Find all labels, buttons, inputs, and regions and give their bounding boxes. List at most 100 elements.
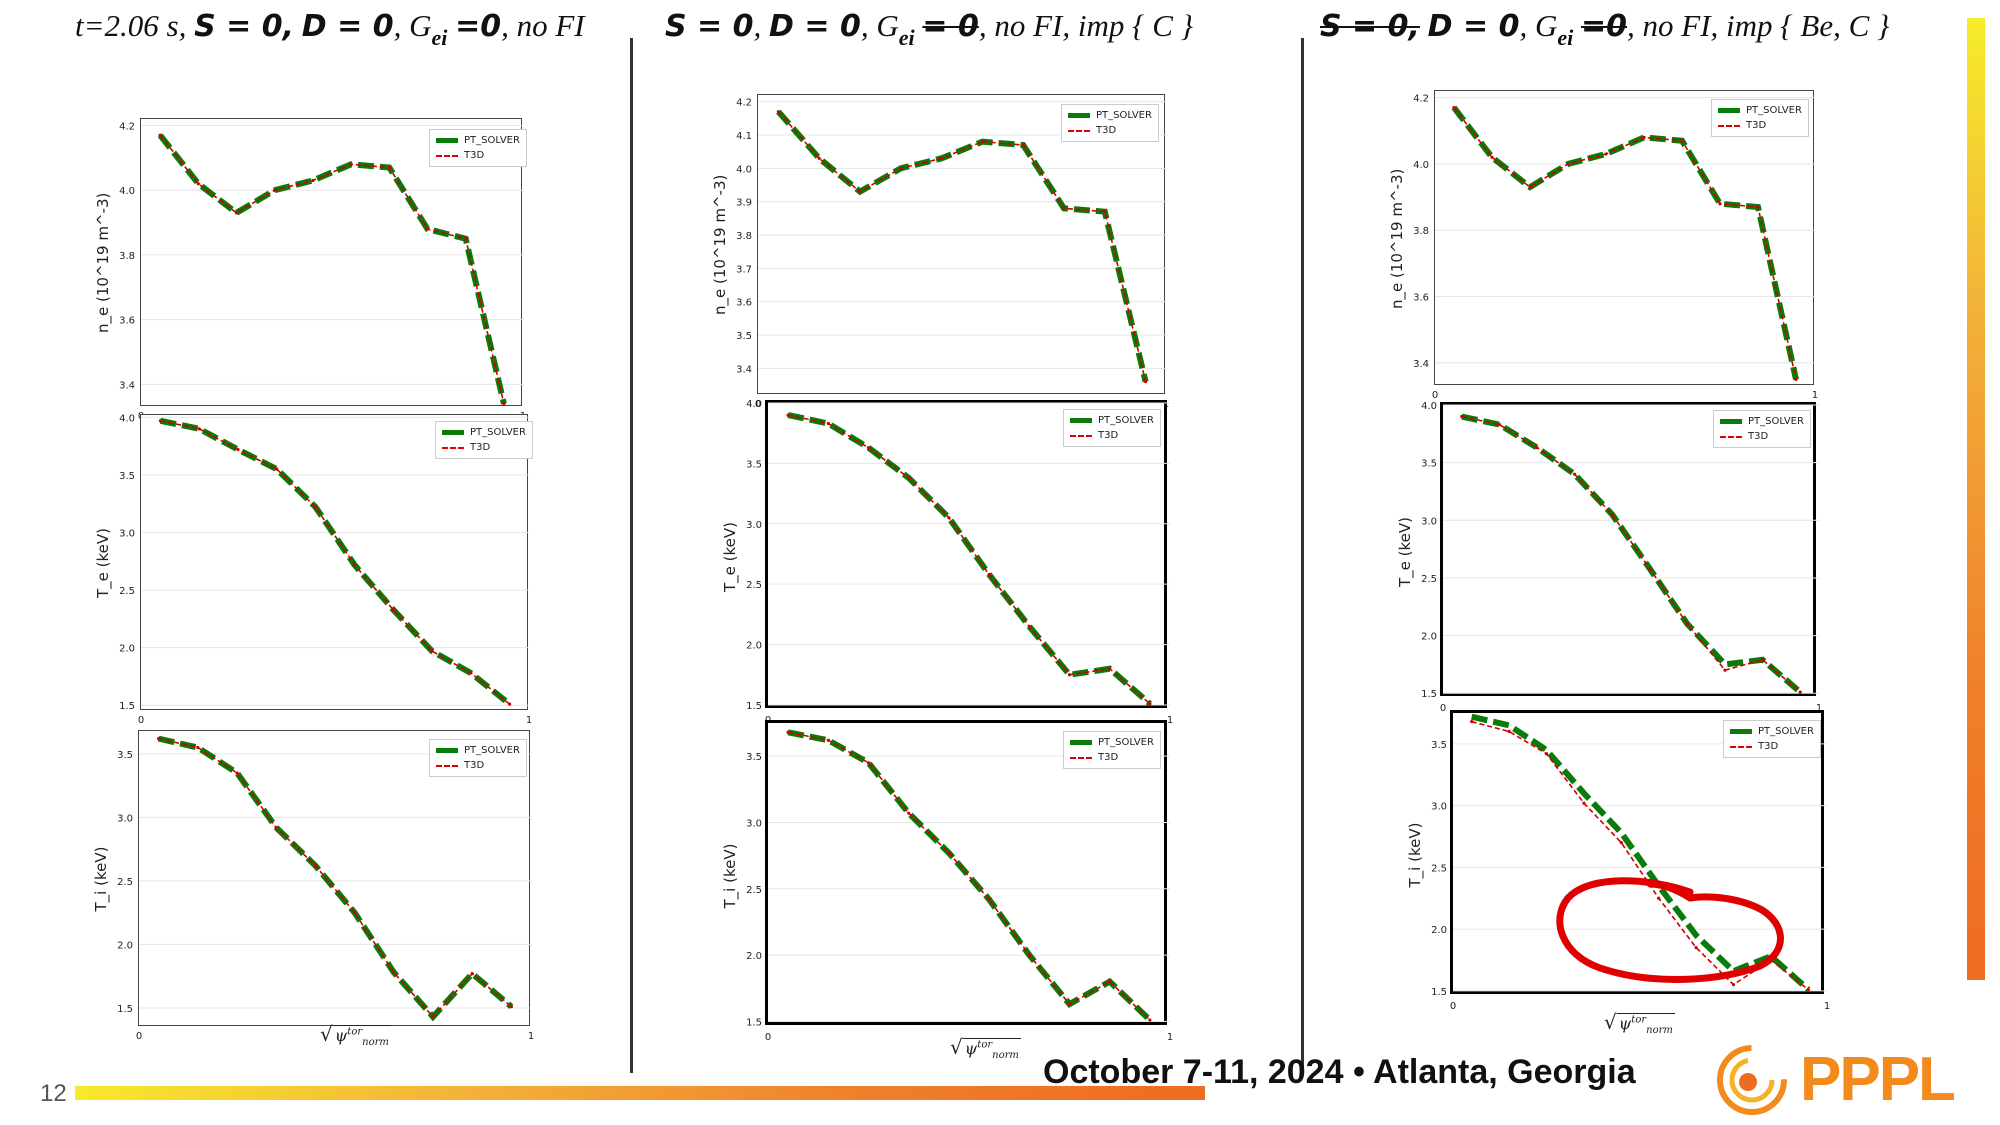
series-t3d-point (866, 446, 871, 450)
header-g: G (876, 8, 899, 43)
x-tick-label: 1 (1812, 390, 1818, 401)
xlabel-col3: √ ψtornorm (1604, 1010, 1675, 1037)
xlabel-sup: tor (347, 1026, 363, 1038)
y-axis-label: T_i (keV) (721, 843, 739, 908)
y-tick-label: 3.8 (119, 251, 135, 262)
side-gradient-bar (1967, 18, 1985, 980)
series-t3d-point (1470, 720, 1474, 724)
header-gsub: ei (898, 25, 915, 50)
xlabel-symbol: ψ (964, 1039, 978, 1058)
series-t3d-line (777, 111, 1147, 382)
series-t3d-point (1756, 205, 1760, 209)
legend-entry: T3D (436, 758, 520, 773)
y-tick-label: 3.5 (746, 752, 762, 763)
series-t3d-point (1507, 729, 1511, 734)
y-tick-label: 4.0 (746, 399, 762, 410)
y-tick-label: 2.5 (746, 885, 762, 896)
xlabel-symbol: ψ (334, 1026, 348, 1045)
column-divider (1301, 38, 1304, 1073)
xlabel-sub: norm (1646, 1025, 1673, 1037)
y-tick-label: 1.5 (117, 1004, 133, 1015)
legend-swatch (1070, 740, 1092, 745)
series-t3d-point (236, 447, 240, 452)
series-t3d-point (1610, 512, 1614, 517)
y-tick-label: 2.5 (1421, 574, 1437, 585)
series-t3d-point (1535, 446, 1539, 450)
y-tick-label: 3.5 (746, 459, 762, 470)
legend: PT_SOLVER T3D (435, 421, 533, 459)
y-tick-label: 2.0 (746, 641, 762, 652)
header-s: S = 0 (665, 9, 754, 44)
series-t3d-point (1566, 162, 1570, 166)
y-tick-label: 3.0 (1421, 516, 1437, 527)
plot-col2-ti: 1.5 2.0 2.5 3.0 3.5 0 1 PT_SOLVER T3D T_i (keV) (721, 720, 1173, 1043)
y-tick-label: 3.5 (1431, 740, 1447, 751)
header-s: S = 0, (194, 9, 295, 44)
plot-svg: 3.4 3.6 3.8 4.0 4.2 0 1 (1413, 94, 1818, 401)
y-tick-label: 3.5 (1421, 459, 1437, 470)
y-tick-label: 3.0 (1431, 802, 1447, 813)
y-axis-label: T_i (keV) (92, 846, 110, 912)
legend-swatch (1070, 434, 1092, 437)
series-t3d-point (1619, 841, 1623, 845)
y-tick-label: 3.6 (736, 298, 752, 309)
series-t3d-point (776, 110, 780, 114)
x-tick-label: 0 (1432, 390, 1438, 401)
y-tick-label: 3.4 (736, 364, 752, 375)
legend: PT_SOLVER T3D (1063, 409, 1161, 447)
y-tick-label: 3.6 (1413, 293, 1429, 304)
legend-entry: PT_SOLVER (442, 425, 526, 440)
y-tick-label: 3.5 (117, 750, 133, 761)
x-tick-label: 1 (1167, 1032, 1173, 1043)
legend-swatch (1720, 435, 1742, 438)
x-tick-label: 0 (1440, 703, 1446, 714)
y-tick-label: 4.0 (1413, 160, 1429, 171)
series-t3d-point (1794, 377, 1798, 381)
y-axis-label: T_e (keV) (1396, 517, 1414, 588)
series-t3d-point (786, 730, 790, 734)
legend-entry: PT_SOLVER (1730, 724, 1814, 739)
legend-swatch (436, 764, 458, 767)
x-tick-label: 1 (526, 715, 532, 726)
legend-swatch (436, 748, 458, 753)
series-t3d-point (1798, 690, 1802, 694)
series-t3d-point (947, 851, 951, 855)
series-t3d-point (313, 864, 317, 868)
y-tick-label: 4.2 (736, 98, 752, 109)
legend-entry: PT_SOLVER (1070, 413, 1154, 428)
series-t3d-point (1027, 953, 1031, 957)
column-divider (630, 38, 633, 1073)
legend-entry: PT_SOLVER (1718, 103, 1802, 118)
y-tick-label: 1.5 (746, 701, 762, 712)
y-tick-label: 3.0 (117, 813, 133, 824)
series-t3d-point (425, 227, 430, 231)
xlabel-col2: √ ψtornorm (950, 1035, 1021, 1062)
series-t3d-point (509, 1005, 513, 1009)
series-t3d-point (1657, 896, 1661, 900)
series-t3d-point (430, 649, 434, 653)
series-t3d-point (196, 182, 200, 186)
header-gsub: ei (431, 25, 448, 50)
series-t3d-point (311, 178, 315, 183)
header-rest: , no FI (501, 8, 585, 43)
series-t3d-point (826, 421, 830, 426)
legend-label: T3D (1098, 752, 1119, 763)
series-t3d-point (1148, 702, 1152, 706)
header-col1: t=2.06 s, S = 0, D = 0, Gei =0, no FI (75, 8, 585, 51)
y-tick-label: 4.2 (119, 121, 135, 132)
y-tick-label: 2.5 (746, 580, 762, 591)
legend-label: T3D (1096, 125, 1117, 136)
legend-entry: PT_SOLVER (1070, 735, 1154, 750)
series-t3d-point (508, 702, 512, 706)
series-t3d-point (1148, 1018, 1152, 1022)
header-d: D = 0 (769, 9, 861, 44)
legend-label: PT_SOLVER (1096, 110, 1152, 121)
series-t3d-point (899, 166, 903, 170)
legend-label: T3D (470, 442, 491, 453)
legend-label: PT_SOLVER (464, 135, 520, 146)
x-tick-label: 0 (765, 1032, 771, 1043)
header-sep: , (1519, 8, 1528, 43)
header-d: D = 0 (1427, 9, 1520, 44)
legend-entry: PT_SOLVER (1720, 414, 1804, 429)
legend-entry: T3D (1718, 118, 1802, 133)
